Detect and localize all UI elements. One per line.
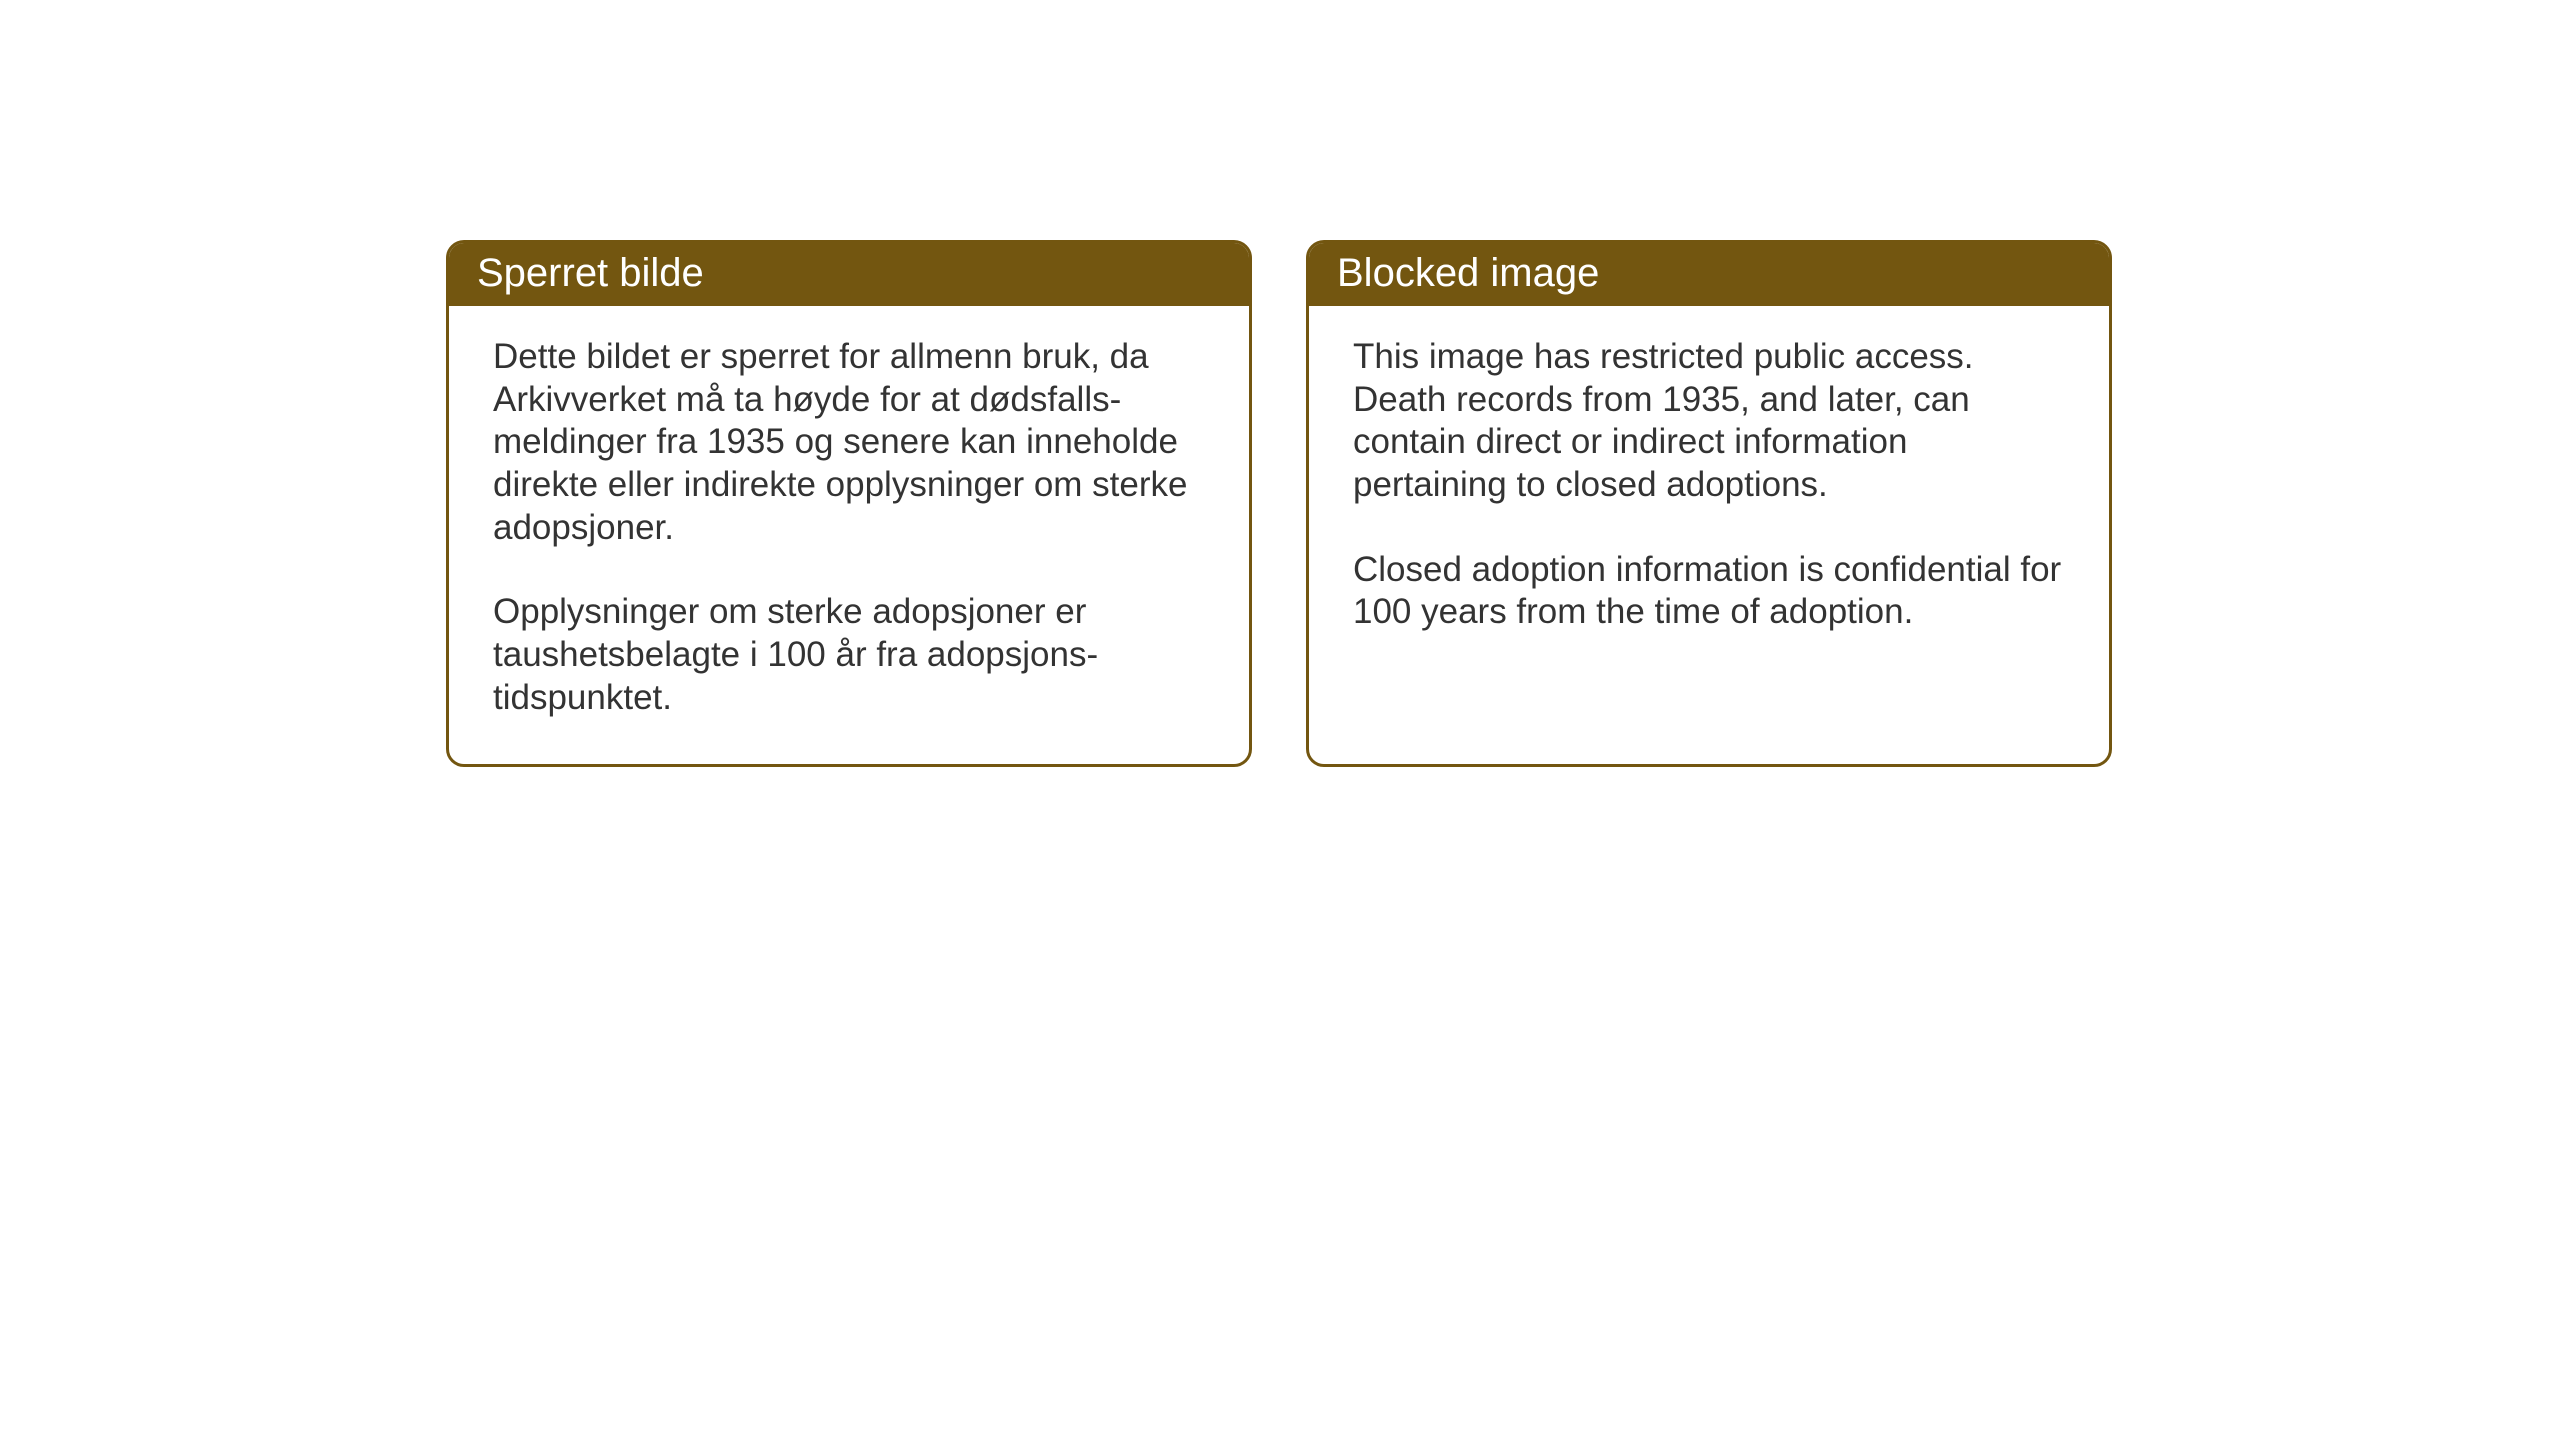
notice-paragraph: Opplysninger om sterke adopsjoner er tau… <box>493 591 1205 719</box>
notice-container: Sperret bilde Dette bildet er sperret fo… <box>0 0 2560 767</box>
card-body-english: This image has restricted public access.… <box>1309 306 2109 678</box>
notice-paragraph: Dette bildet er sperret for allmenn bruk… <box>493 336 1205 549</box>
card-title: Blocked image <box>1337 251 1599 295</box>
notice-paragraph: Closed adoption information is confident… <box>1353 549 2065 634</box>
card-title: Sperret bilde <box>477 251 704 295</box>
notice-card-norwegian: Sperret bilde Dette bildet er sperret fo… <box>446 240 1252 767</box>
notice-paragraph: This image has restricted public access.… <box>1353 336 2065 507</box>
card-header-norwegian: Sperret bilde <box>449 243 1249 306</box>
card-body-norwegian: Dette bildet er sperret for allmenn bruk… <box>449 306 1249 764</box>
card-header-english: Blocked image <box>1309 243 2109 306</box>
notice-card-english: Blocked image This image has restricted … <box>1306 240 2112 767</box>
